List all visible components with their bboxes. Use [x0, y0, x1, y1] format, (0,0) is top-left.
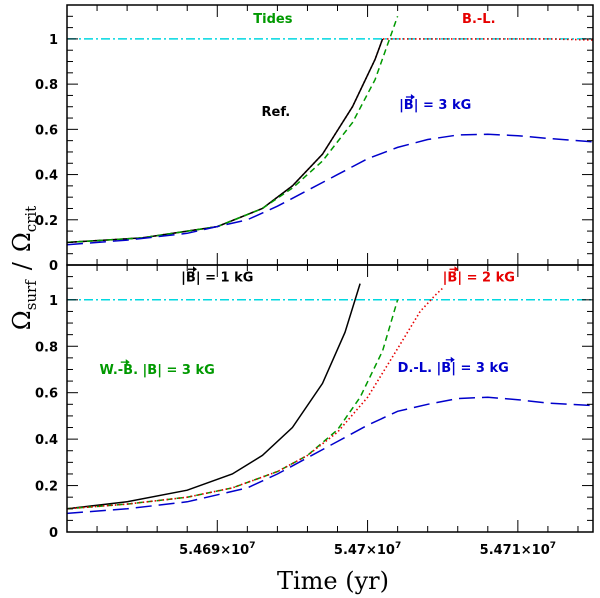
vector-arrow-head-icon: [410, 94, 415, 100]
top-annotation: B.-L.: [462, 12, 495, 27]
panel-bottom: 0 0.2 0.4 0.6 0.8 1 |B| = 1 kG |B| = 2 kG W.-B. …: [35, 264, 594, 541]
top-y-tick-label: 1: [49, 33, 58, 48]
bottom-series: [67, 283, 593, 515]
top-y-tick-label: 0.4: [35, 169, 58, 184]
bottom-series-w-b-b-3-kg: [67, 299, 399, 510]
bottom-annotation: |B| = 1 kG: [181, 270, 253, 285]
y-title-sub-surf: surf: [22, 279, 40, 311]
bottom-y-tick-label: 1: [49, 294, 58, 309]
top-annotation: Tides: [253, 12, 292, 27]
top-annotation: Ref.: [262, 105, 291, 120]
x-tick-label: 5.469×107: [179, 541, 255, 558]
y-title-sub-crit: crit: [22, 206, 40, 232]
top-series-b-l: [67, 38, 593, 244]
bottom-y-tick-label: 0.6: [35, 387, 58, 402]
y-title-omega-top: Ω: [8, 310, 36, 330]
bottom-y-tick-label: 0.2: [35, 480, 58, 495]
y-axis-title: Ωsurf / Ωcrit: [8, 206, 40, 330]
svg-text:Ωsurf/Ωcrit: Ωsurf / Ωcrit: [8, 206, 40, 330]
vector-arrow-head-icon: [125, 359, 130, 366]
vector-arrow-head-icon: [450, 356, 455, 363]
bottom-series-d-l-b-3-kg: [67, 396, 593, 515]
top-y-tick-label: 0.8: [35, 78, 58, 93]
x-tick-labels: 5.469×107 5.47×107 5.471×107: [179, 541, 556, 558]
panel-top: 0.2 0.4 0.6 0.8 1 0 Tides B.-L. Ref. |B| = 3 kG: [35, 4, 594, 274]
x-tick-label: 5.47×107: [334, 541, 401, 558]
top-series-tides: [67, 16, 399, 244]
bottom-y-tick-label: 0: [49, 526, 58, 541]
bottom-y-tick-label: 0.8: [35, 340, 58, 355]
top-annotation: |B| = 3 kG: [399, 98, 471, 113]
bottom-series-b-1-kg: [67, 283, 361, 510]
top-series-ref: [67, 38, 384, 244]
y-title-slash: /: [8, 261, 36, 270]
top-y-tick-label: 0.6: [35, 123, 58, 138]
bottom-annotation: W.-B. |B| = 3 kG: [100, 363, 215, 378]
bottom-series-b-2-kg: [67, 287, 444, 510]
top-y-tick-label: 0: [49, 259, 58, 274]
bottom-annotation: |B| = 2 kG: [443, 270, 515, 285]
bottom-plot-frame: [66, 264, 594, 533]
x-tick-label: 5.471×107: [480, 541, 556, 558]
top-series-b-3-kg: [67, 133, 593, 246]
x-axis-title: Time (yr): [277, 567, 389, 595]
bottom-annotation: D.-L. |B| = 3 kG: [398, 361, 509, 376]
vector-arrow-head-icon: [192, 266, 197, 273]
vector-arrow-head-icon: [454, 266, 459, 273]
top-y-tick-label: 0.2: [35, 214, 58, 229]
y-title-omega-bottom: Ω: [8, 232, 36, 252]
top-series: [67, 16, 593, 246]
bottom-y-tick-label: 0.4: [35, 433, 58, 448]
